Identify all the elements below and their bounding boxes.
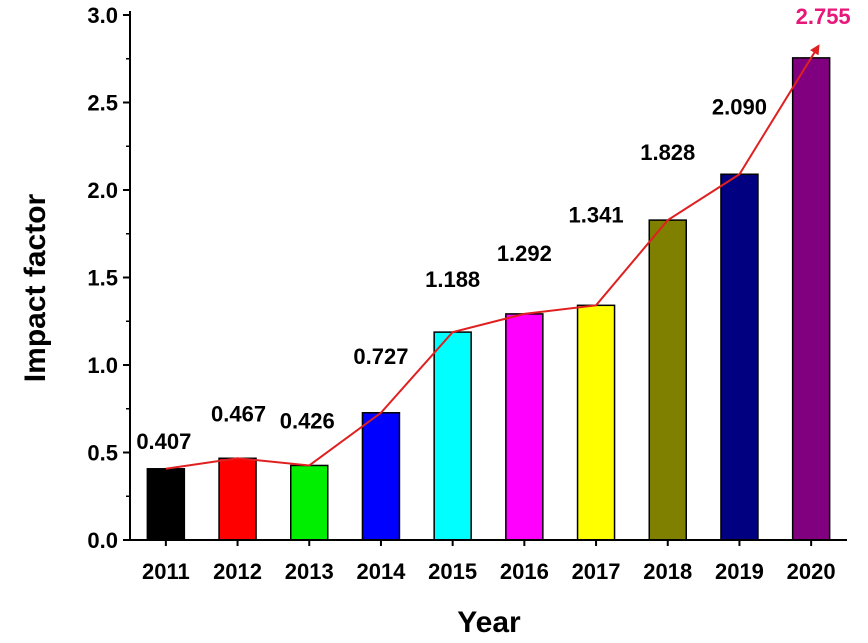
x-tick-label: 2011 <box>142 559 190 584</box>
y-axis-title: Impact factor <box>19 193 52 382</box>
data-label-2018: 1.828 <box>640 140 695 165</box>
bar-2015 <box>433 331 472 541</box>
x-axis-title: Year <box>457 606 521 639</box>
bar-2018 <box>648 219 687 541</box>
y-axis: 0.0 0.5 1.0 1.5 2.0 2.5 3.0 <box>87 3 130 553</box>
y-tick-label: 2.5 <box>87 91 118 116</box>
y-tick-label: 1.5 <box>87 266 118 291</box>
data-label-2014: 0.727 <box>353 344 408 369</box>
y-tick-label: 3.0 <box>87 3 118 28</box>
data-label-2019: 2.090 <box>712 94 767 119</box>
bar-2012 <box>218 457 257 541</box>
y-tick-label: 0.0 <box>87 528 118 553</box>
data-label-2017: 1.341 <box>569 202 624 227</box>
trend-line-group <box>165 44 820 470</box>
x-tick-label: 2017 <box>572 559 621 584</box>
bar-2011 <box>146 468 186 541</box>
data-label-2020: 2.755 <box>796 4 851 29</box>
bar-2020 <box>791 57 831 541</box>
bar-series <box>146 57 831 541</box>
x-axis: 2011 2012 2013 2014 2015 2016 2017 2018 2019 2020 <box>142 540 836 584</box>
data-label-2015: 1.188 <box>425 267 480 292</box>
y-tick-label: 1.0 <box>87 353 118 378</box>
trend-line <box>165 44 820 470</box>
data-labels: 0.407 0.467 0.426 0.727 1.188 1.292 1.341 1.828… <box>136 4 850 454</box>
bar-2016 <box>505 313 544 541</box>
data-label-2012: 0.467 <box>211 401 266 426</box>
x-tick-label: 2014 <box>356 559 406 584</box>
bar-2013 <box>290 464 329 541</box>
x-tick-label: 2012 <box>213 559 262 584</box>
x-tick-label: 2019 <box>715 559 764 584</box>
bar-2019 <box>720 173 759 541</box>
data-label-2016: 1.292 <box>497 241 552 266</box>
x-tick-label: 2015 <box>428 559 477 584</box>
x-tick-label: 2013 <box>285 559 334 584</box>
y-tick-label: 0.5 <box>87 441 118 466</box>
bar-2017 <box>576 304 616 541</box>
y-tick-label: 2.0 <box>87 178 118 203</box>
x-tick-label: 2016 <box>500 559 549 584</box>
data-label-2011: 0.407 <box>136 429 191 454</box>
data-label-2013: 0.426 <box>280 408 335 433</box>
x-tick-label: 2020 <box>787 559 836 584</box>
x-tick-label: 2018 <box>643 559 692 584</box>
bar-2014 <box>361 412 401 541</box>
